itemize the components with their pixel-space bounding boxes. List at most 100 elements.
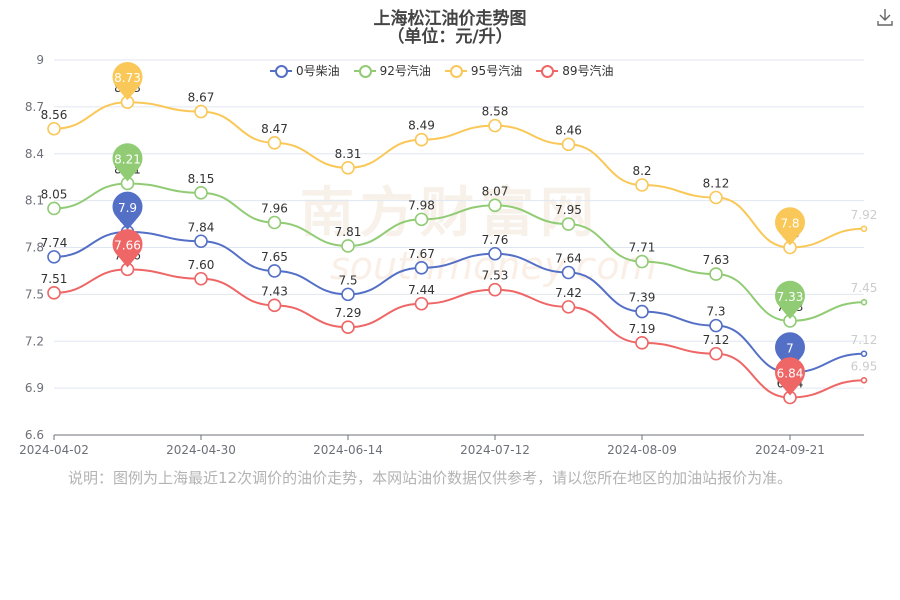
legend-symbol bbox=[353, 64, 376, 78]
legend: 0号柴油 92号汽油 95号汽油 89号汽油 bbox=[270, 62, 613, 79]
data-point bbox=[47, 121, 61, 136]
legend-item[interactable]: 92号汽油 bbox=[353, 62, 431, 79]
data-point bbox=[47, 250, 61, 264]
data-point bbox=[488, 282, 502, 297]
data-point bbox=[860, 225, 868, 233]
data-label: 8.67 bbox=[188, 91, 215, 105]
series-line bbox=[53, 230, 865, 374]
download-icon[interactable] bbox=[874, 6, 896, 28]
y-tick-label: 8.4 bbox=[25, 147, 44, 161]
watermark: 南方财富网 bbox=[300, 181, 600, 244]
y-tick-label: 7.5 bbox=[25, 287, 44, 301]
footnote: 说明：图例为上海最近12次调价的油价走势，本网站油价数据仅供参考，请以您所在地区… bbox=[68, 469, 793, 487]
legend-symbol bbox=[536, 64, 559, 78]
data-point bbox=[561, 265, 576, 280]
y-tick-label: 6.6 bbox=[25, 428, 44, 442]
marker-label: 8.21 bbox=[114, 152, 141, 166]
y-tick-label: 9 bbox=[36, 53, 44, 67]
data-point bbox=[860, 298, 868, 306]
data-point bbox=[561, 217, 576, 231]
legend-label: 95号汽油 bbox=[470, 64, 523, 78]
extreme-marker: 7.8 bbox=[775, 207, 806, 246]
extreme-marker: 6.84 bbox=[775, 357, 806, 396]
data-label: 7.53 bbox=[482, 269, 509, 283]
data-point bbox=[194, 104, 208, 119]
data-label: 7.98 bbox=[408, 198, 435, 212]
marker-pin bbox=[775, 280, 806, 319]
marker-pin bbox=[112, 191, 143, 230]
data-point bbox=[47, 286, 61, 300]
data-label: 7.95 bbox=[555, 203, 582, 217]
marker-pin bbox=[775, 207, 806, 246]
data-point bbox=[709, 267, 723, 281]
x-tick-label: 2024-09-21 bbox=[755, 443, 825, 457]
data-point bbox=[267, 298, 282, 313]
legend-symbol bbox=[270, 64, 292, 78]
data-label: 7.96 bbox=[261, 202, 288, 216]
data-label: 7.39 bbox=[629, 291, 656, 305]
data-point bbox=[561, 137, 576, 152]
data-point bbox=[635, 254, 649, 269]
marker-pin bbox=[112, 229, 143, 268]
legend-label: 0号柴油 bbox=[296, 64, 340, 78]
data-point bbox=[414, 261, 429, 275]
data-label: 7.60 bbox=[188, 258, 215, 272]
data-point bbox=[194, 234, 208, 249]
data-point bbox=[488, 118, 502, 133]
data-point bbox=[341, 161, 355, 175]
legend-label: 92号汽油 bbox=[379, 64, 431, 78]
data-point bbox=[635, 304, 649, 319]
marker-pin bbox=[112, 143, 143, 182]
data-point bbox=[635, 178, 649, 192]
x-tick-label: 2024-08-09 bbox=[607, 443, 677, 457]
legend-item[interactable]: 95号汽油 bbox=[444, 62, 523, 79]
marker-label: 8.73 bbox=[114, 71, 141, 85]
data-label: 8.56 bbox=[41, 108, 68, 122]
data-label: 8.07 bbox=[482, 184, 509, 198]
data-label: 7.65 bbox=[261, 250, 288, 264]
chart-subtitle: （单位：元/升） bbox=[387, 27, 513, 47]
data-label: 7.51 bbox=[41, 272, 68, 286]
data-label: 7.19 bbox=[629, 322, 656, 336]
y-tick-label: 7.8 bbox=[25, 241, 44, 255]
x-tick-label: 2024-07-12 bbox=[460, 443, 530, 457]
data-point bbox=[709, 190, 723, 205]
data-label: 7.67 bbox=[408, 247, 435, 261]
y-tick-label: 6.9 bbox=[25, 381, 44, 395]
extreme-marker: 7.9 bbox=[112, 191, 143, 230]
data-point bbox=[341, 287, 355, 302]
data-point bbox=[709, 318, 723, 333]
y-tick-label: 8.7 bbox=[25, 100, 44, 114]
data-point bbox=[860, 377, 868, 384]
extreme-marker: 7.66 bbox=[112, 229, 143, 268]
data-point bbox=[414, 296, 429, 311]
extreme-marker: 8.21 bbox=[112, 143, 143, 182]
data-label: 6.95 bbox=[851, 359, 878, 373]
chart-title: 上海松江油价走势图 bbox=[373, 9, 527, 29]
data-label: 8.47 bbox=[261, 122, 288, 136]
data-label: 7.84 bbox=[188, 220, 215, 234]
marker-label: 7.66 bbox=[114, 238, 141, 252]
data-label: 7.5 bbox=[338, 273, 357, 287]
marker-pin bbox=[775, 357, 806, 396]
data-point bbox=[561, 300, 576, 314]
data-label: 7.92 bbox=[851, 208, 878, 222]
data-point bbox=[860, 350, 868, 358]
data-label: 7.63 bbox=[703, 253, 730, 267]
x-tick-label: 2024-06-14 bbox=[313, 443, 383, 457]
marker-label: 7.9 bbox=[118, 201, 137, 215]
data-label: 8.31 bbox=[335, 147, 362, 161]
legend-symbol bbox=[444, 64, 467, 78]
data-point bbox=[488, 198, 502, 213]
data-label: 7.45 bbox=[851, 281, 878, 295]
legend-item[interactable]: 89号汽油 bbox=[536, 62, 613, 79]
data-label: 8.58 bbox=[482, 105, 509, 119]
data-point bbox=[194, 186, 208, 200]
data-label: 7.71 bbox=[629, 241, 656, 255]
data-label: 7.81 bbox=[335, 225, 362, 239]
series-line bbox=[53, 101, 865, 249]
data-point bbox=[414, 212, 429, 227]
data-label: 7.64 bbox=[555, 252, 582, 266]
data-point bbox=[488, 246, 502, 261]
legend-item[interactable]: 0号柴油 bbox=[270, 62, 340, 79]
